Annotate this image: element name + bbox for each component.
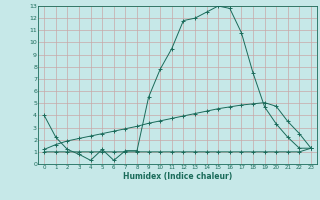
X-axis label: Humidex (Indice chaleur): Humidex (Indice chaleur) — [123, 172, 232, 181]
